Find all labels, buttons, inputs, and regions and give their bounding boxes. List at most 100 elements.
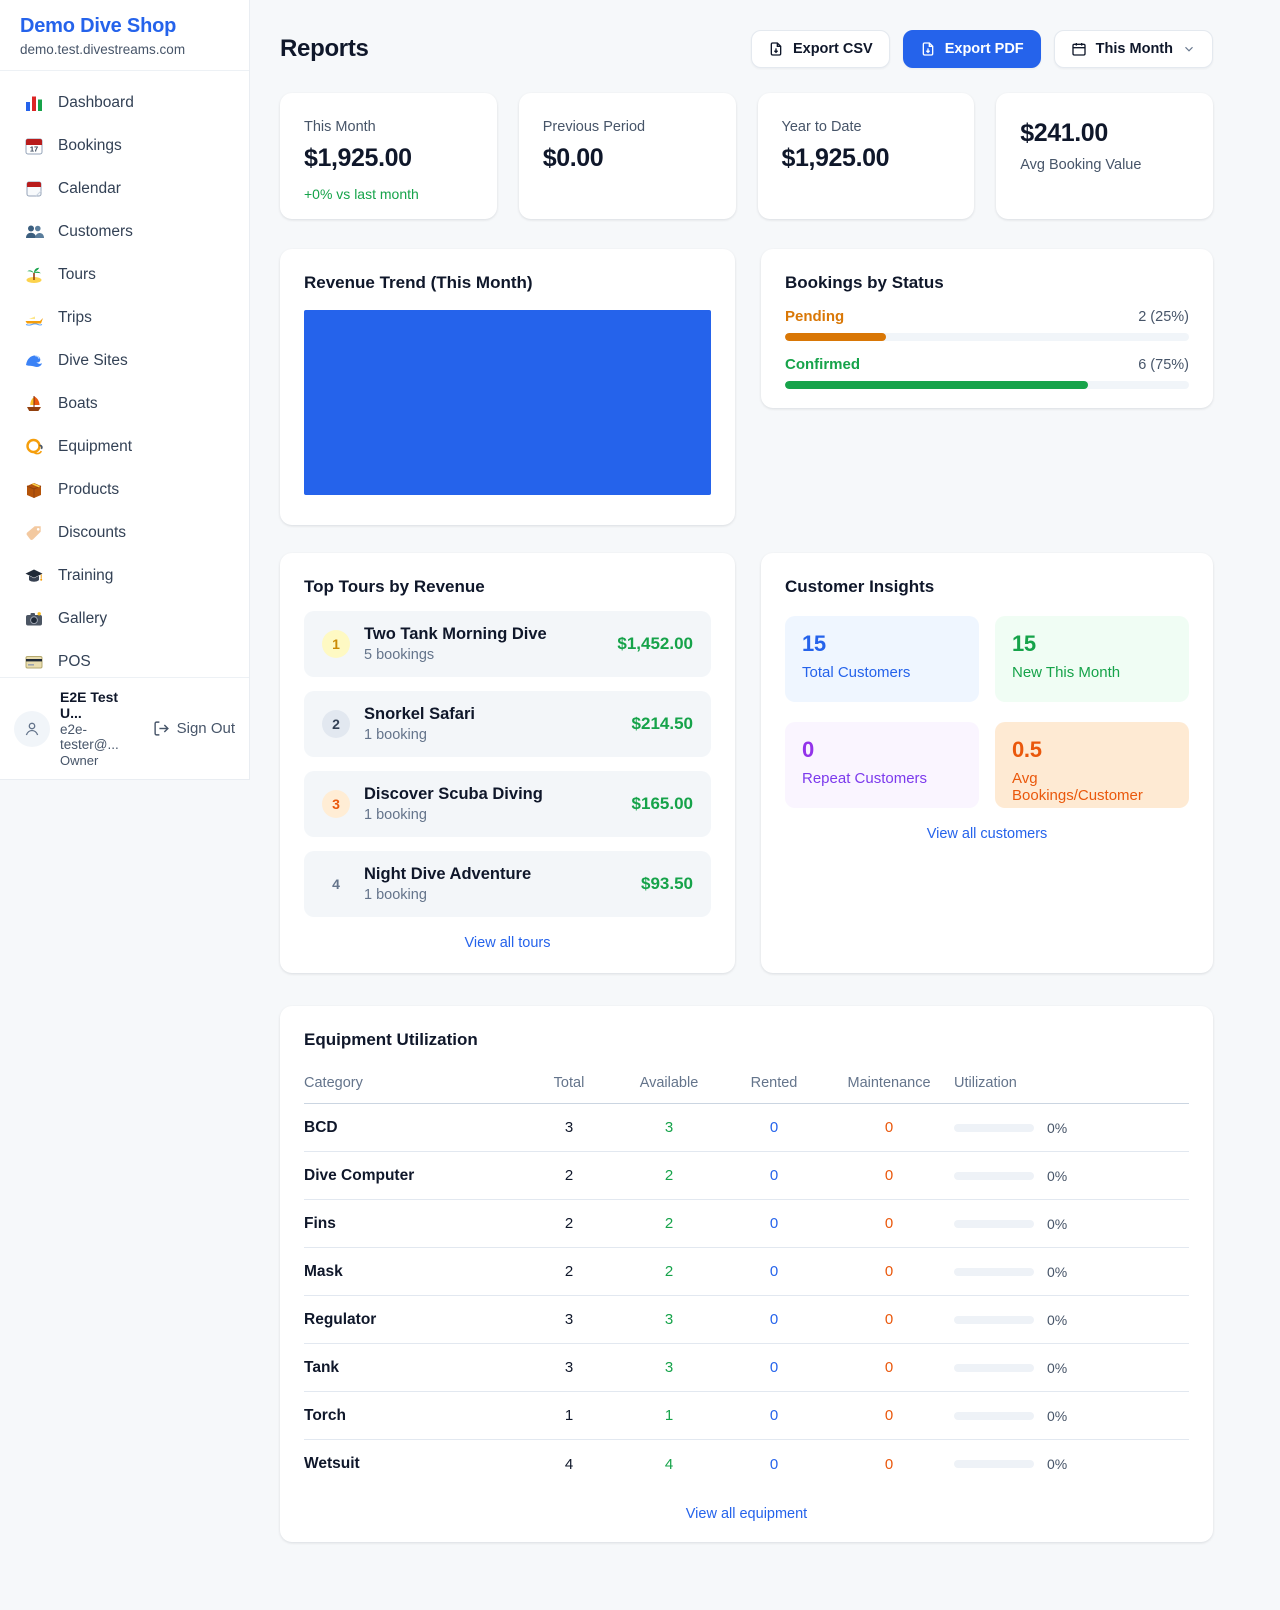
insight-tile-new-this-month: 15 New This Month xyxy=(995,616,1189,702)
cell-utilization: 0% xyxy=(954,1264,1189,1280)
label-tag-icon xyxy=(26,526,41,540)
sailboat-icon xyxy=(27,396,41,411)
tour-revenue: $214.50 xyxy=(631,714,693,733)
sidebar-nav: Dashboard 17 Bookings Calendar Customers… xyxy=(0,71,249,677)
view-all-tours-link[interactable]: View all tours xyxy=(464,935,551,951)
sidebar-item-products[interactable]: Products xyxy=(12,473,237,507)
cell-category: Fins xyxy=(304,1214,336,1232)
cell-rented: 0 xyxy=(769,1167,779,1184)
user-role: Owner xyxy=(60,753,99,768)
tour-bookings: 1 booking xyxy=(364,887,427,903)
export-pdf-label: Export PDF xyxy=(944,41,1024,57)
tile-value: 15 xyxy=(802,631,826,656)
user-section: E2E Test U... e2e-tester@... Owner Sign … xyxy=(0,677,249,779)
sidebar-item-gallery[interactable]: Gallery xyxy=(12,602,237,636)
cell-total: 4 xyxy=(564,1455,574,1473)
stat-value: $1,925.00 xyxy=(781,144,890,172)
tour-list-item: 3 Discover Scuba Diving 1 booking $165.0… xyxy=(304,771,711,837)
tile-label: Total Customers xyxy=(802,664,911,681)
equipment-utilization-card: Equipment Utilization Category Total Ava… xyxy=(280,1006,1213,1542)
sidebar-item-calendar[interactable]: Calendar xyxy=(12,172,237,206)
sidebar-item-bookings[interactable]: 17 Bookings xyxy=(12,129,237,163)
revenue-trend-title: Revenue Trend (This Month) xyxy=(304,273,533,292)
sidebar-item-label: Dive Sites xyxy=(58,352,128,369)
sidebar-item-discounts[interactable]: Discounts xyxy=(12,516,237,550)
svg-text:17: 17 xyxy=(30,145,38,154)
sidebar-item-customers[interactable]: Customers xyxy=(12,215,237,249)
cell-total: 3 xyxy=(564,1311,574,1328)
tour-bookings: 1 booking xyxy=(364,727,427,743)
cell-available: 4 xyxy=(664,1455,674,1473)
utilization-pct: 0% xyxy=(1047,1359,1068,1376)
tour-list-item: 2 Snorkel Safari 1 booking $214.50 xyxy=(304,691,711,757)
avatar xyxy=(14,710,50,747)
sidebar-item-label: POS xyxy=(58,653,91,670)
table-row: BCD 3 3 0 0 0% xyxy=(304,1104,1189,1152)
col-total: Total xyxy=(553,1074,585,1091)
tour-name: Night Dive Adventure xyxy=(364,865,532,883)
sidebar-item-boats[interactable]: Boats xyxy=(12,387,237,421)
stat-value: $1,925.00 xyxy=(304,144,412,172)
insight-tile-repeat-customers: 0 Repeat Customers xyxy=(785,722,979,808)
status-row-pending: Pending 2 (25%) xyxy=(785,308,1189,341)
sign-out-button[interactable]: Sign Out xyxy=(153,720,235,737)
stat-label: Previous Period xyxy=(542,119,646,135)
cell-category: BCD xyxy=(304,1118,338,1136)
camera-icon xyxy=(26,612,42,626)
export-csv-button[interactable]: Export CSV xyxy=(750,30,890,68)
utilization-track xyxy=(954,1219,1034,1228)
col-utilization: Utilization xyxy=(954,1074,1017,1091)
diving-mask-icon xyxy=(26,438,43,455)
charts-row: Revenue Trend (This Month) Bookings by S… xyxy=(280,249,1213,525)
sidebar-item-pos[interactable]: POS xyxy=(12,645,237,677)
tour-revenue: $165.00 xyxy=(631,794,693,813)
sidebar-item-label: Trips xyxy=(58,309,92,326)
sidebar-item-label: Dashboard xyxy=(58,94,134,111)
brand: Demo Dive Shop demo.test.divestreams.com xyxy=(0,0,249,71)
stat-label: This Month xyxy=(304,119,376,135)
sidebar-item-dive-sites[interactable]: Dive Sites xyxy=(12,344,237,378)
cell-available: 3 xyxy=(664,1119,674,1136)
export-pdf-button[interactable]: Export PDF xyxy=(902,30,1041,68)
main-content: Reports Export CSV Export PDF This Month… xyxy=(280,0,1213,1542)
stat-delta: +0% vs last month xyxy=(304,186,419,202)
sidebar-item-label: Boats xyxy=(58,395,98,412)
tile-value: 0 xyxy=(802,737,814,762)
stat-card-avg-booking-value: $241.00 Avg Booking Value xyxy=(996,93,1213,219)
calendar-icon xyxy=(1072,43,1086,56)
view-all-equipment-link[interactable]: View all equipment xyxy=(685,1506,808,1522)
tile-label: Repeat Customers xyxy=(802,770,928,787)
sidebar-item-equipment[interactable]: Equipment xyxy=(12,430,237,464)
utilization-pct: 0% xyxy=(1047,1167,1068,1184)
mid-row: Top Tours by Revenue 1 Two Tank Morning … xyxy=(280,553,1213,973)
customer-insights-card: Customer Insights 15 Total Customers 15 … xyxy=(761,553,1213,973)
cell-maintenance: 0 xyxy=(884,1311,894,1328)
equipment-utilization-title: Equipment Utilization xyxy=(304,1030,478,1049)
col-available: Available xyxy=(639,1074,699,1091)
sidebar-item-label: Equipment xyxy=(58,438,133,455)
header-actions: Export CSV Export PDF This Month xyxy=(750,30,1213,68)
utilization-track xyxy=(954,1171,1034,1180)
table-row: Tank 3 3 0 0 0% xyxy=(304,1344,1189,1392)
stat-value: $0.00 xyxy=(542,144,604,172)
file-download-icon xyxy=(770,42,782,56)
utilization-track xyxy=(954,1460,1034,1468)
period-label: This Month xyxy=(1095,41,1173,57)
col-maintenance: Maintenance xyxy=(847,1074,931,1091)
utilization-pct: 0% xyxy=(1047,1119,1068,1136)
sidebar-item-training[interactable]: Training xyxy=(12,559,237,593)
utilization-pct: 0% xyxy=(1047,1407,1068,1424)
water-wave-icon xyxy=(26,355,42,367)
period-dropdown[interactable]: This Month xyxy=(1053,30,1213,68)
sidebar-item-tours[interactable]: Tours xyxy=(12,258,237,292)
col-category: Category xyxy=(304,1074,363,1091)
col-rented: Rented xyxy=(750,1074,798,1091)
sidebar-item-trips[interactable]: Trips xyxy=(12,301,237,335)
status-count: 6 (75%) xyxy=(1138,357,1189,373)
cell-utilization: 0% xyxy=(954,1168,1189,1184)
speedboat-icon xyxy=(25,316,43,326)
cell-rented: 0 xyxy=(769,1455,779,1473)
sidebar-item-dashboard[interactable]: Dashboard xyxy=(12,86,237,120)
cell-rented: 0 xyxy=(769,1359,779,1376)
view-all-customers-link[interactable]: View all customers xyxy=(926,826,1048,842)
